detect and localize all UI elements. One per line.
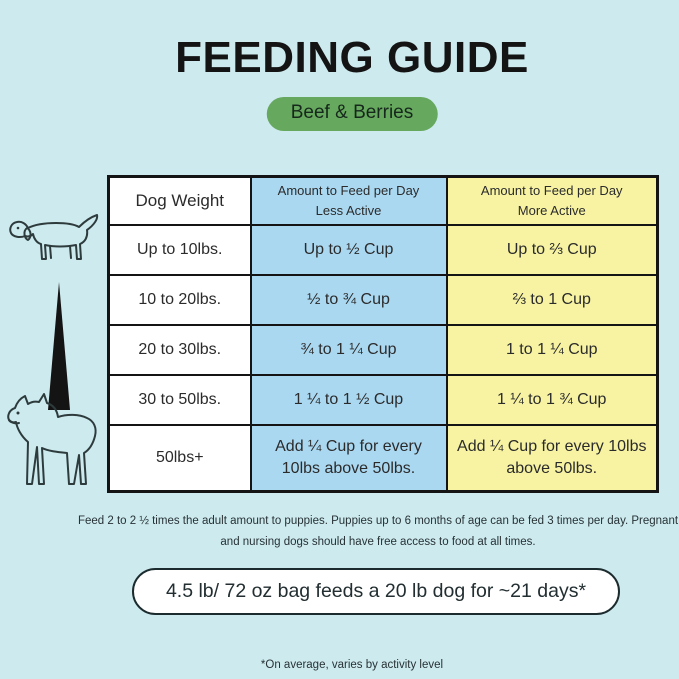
weight-cell: 50lbs+: [107, 423, 252, 493]
more-active-cell: ⅔ to 1 Cup: [445, 273, 659, 326]
more-active-cell: 1 ¼ to 1 ¾ Cup: [445, 373, 659, 426]
page-title: FEEDING GUIDE: [175, 33, 529, 82]
feeding-table: Dog Weight Amount to Feed per Day Less A…: [107, 175, 659, 493]
table-row: Up to 10lbs. Up to ½ Cup Up to ⅔ Cup: [107, 223, 659, 276]
flavor-badge: Beef & Berries: [266, 97, 438, 131]
header-dog-weight: Dog Weight: [107, 175, 252, 226]
less-active-cell: Add ¼ Cup for every 10lbs above 50lbs.: [249, 423, 448, 493]
table-row: 30 to 50lbs. 1 ¼ to 1 ½ Cup 1 ¼ to 1 ¾ C…: [107, 373, 659, 426]
weight-cell: Up to 10lbs.: [107, 223, 252, 276]
table-header-row: Dog Weight Amount to Feed per Day Less A…: [107, 175, 659, 226]
more-active-cell: Add ¼ Cup for every 10lbs above 50lbs.: [445, 423, 659, 493]
small-dog-icon: [9, 214, 99, 260]
activity-disclaimer: *On average, varies by activity level: [260, 659, 444, 671]
weight-cell: 10 to 20lbs.: [107, 273, 252, 326]
weight-cell: 20 to 30lbs.: [107, 323, 252, 376]
less-active-cell: Up to ½ Cup: [249, 223, 448, 276]
header-less-active-line1: Amount to Feed per Day: [277, 182, 420, 198]
dog-size-scale: [0, 190, 106, 500]
weight-cell: 30 to 50lbs.: [107, 373, 252, 426]
header-more-active: Amount to Feed per Day More Active: [445, 175, 659, 226]
large-dog-icon: [7, 393, 97, 485]
puppy-feeding-note: Feed 2 to 2 ½ times the adult amount to …: [77, 515, 679, 548]
more-active-cell: 1 to 1 ¼ Cup: [445, 323, 659, 376]
bag-duration-callout: 4.5 lb/ 72 oz bag feeds a 20 lb dog for …: [132, 568, 620, 615]
table-row: 20 to 30lbs. ¾ to 1 ¼ Cup 1 to 1 ¼ Cup: [107, 323, 659, 376]
header-more-active-line1: Amount to Feed per Day: [480, 182, 623, 198]
header-less-active-line2: Less Active: [315, 202, 382, 218]
header-less-active: Amount to Feed per Day Less Active: [249, 175, 448, 226]
header-more-active-line2: More Active: [517, 202, 586, 218]
less-active-cell: 1 ¼ to 1 ½ Cup: [249, 373, 448, 426]
less-active-cell: ¾ to 1 ¼ Cup: [249, 323, 448, 376]
less-active-cell: ½ to ¾ Cup: [249, 273, 448, 326]
more-active-cell: Up to ⅔ Cup: [445, 223, 659, 276]
table-row: 50lbs+ Add ¼ Cup for every 10lbs above 5…: [107, 423, 659, 493]
table-row: 10 to 20lbs. ½ to ¾ Cup ⅔ to 1 Cup: [107, 273, 659, 326]
